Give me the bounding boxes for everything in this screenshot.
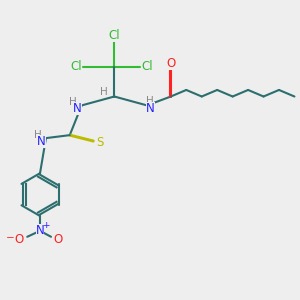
Text: O: O bbox=[53, 233, 62, 246]
Text: N: N bbox=[146, 103, 155, 116]
Text: −: − bbox=[6, 233, 15, 243]
Text: O: O bbox=[166, 57, 176, 70]
Text: Cl: Cl bbox=[109, 29, 120, 42]
Text: H: H bbox=[34, 130, 41, 140]
Text: H: H bbox=[69, 97, 77, 107]
Text: H: H bbox=[146, 96, 154, 106]
Text: O: O bbox=[15, 233, 24, 246]
Text: Cl: Cl bbox=[70, 60, 82, 73]
Text: S: S bbox=[96, 136, 104, 149]
Text: +: + bbox=[42, 221, 49, 230]
Text: N: N bbox=[37, 135, 46, 148]
Text: N: N bbox=[36, 224, 44, 237]
Text: N: N bbox=[73, 102, 82, 115]
Text: Cl: Cl bbox=[141, 60, 153, 73]
Text: H: H bbox=[100, 87, 108, 97]
